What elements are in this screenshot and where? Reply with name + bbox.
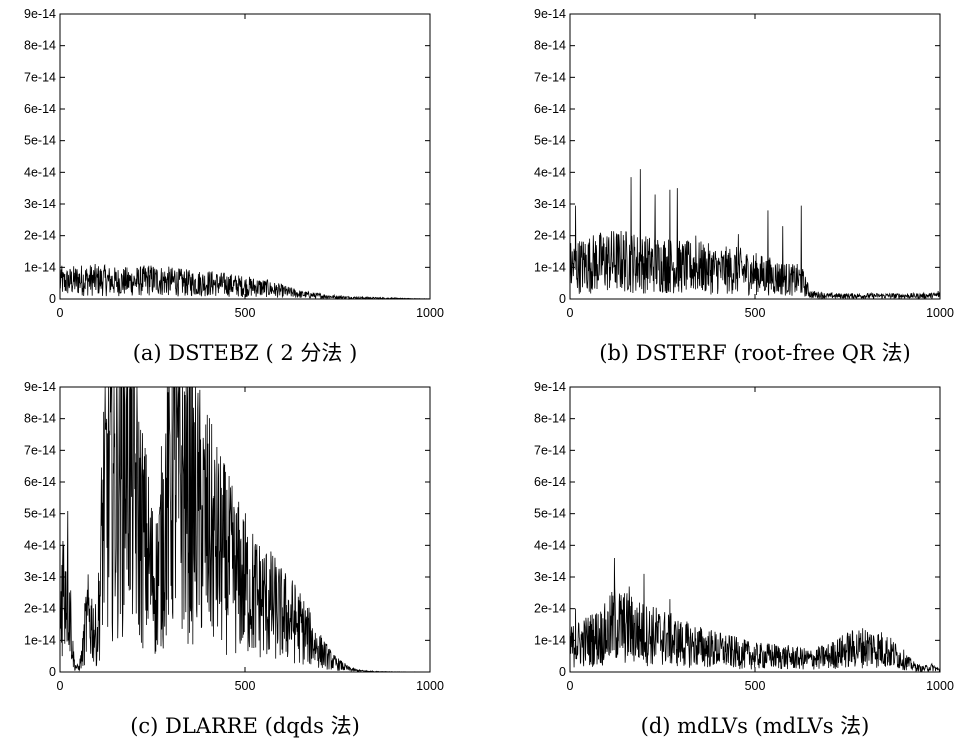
- panel-d: 0 1e-14 2e-14 3e-14 4e-14 5e-14 6e-14 7e-14 8e-1…: [534, 380, 954, 693]
- x-tick-label: 0: [567, 679, 574, 693]
- panel-b: 0 1e-14 2e-14 3e-14 4e-14 5e-14 6e-14 7e-14 8e-1…: [534, 7, 954, 320]
- panel-c-caption: (c) DLARRE (dqds 法): [130, 714, 360, 738]
- panel-a-caption: (a) DSTEBZ ( 2 分法 ): [132, 341, 358, 365]
- x-tick-label: 500: [745, 679, 766, 693]
- y-tick-label: 2e-14: [24, 229, 56, 243]
- y-tick-label: 4e-14: [534, 165, 566, 179]
- y-tick-label: 4e-14: [534, 538, 566, 552]
- panel-b-caption: (b) DSTERF (root-free QR 法): [599, 341, 911, 365]
- y-tick-label: 0: [49, 292, 56, 306]
- x-tick-label: 500: [745, 306, 766, 320]
- y-tick-label: 6e-14: [534, 475, 566, 489]
- y-tick-label: 0: [559, 292, 566, 306]
- panel-a: 0 1e-14 2e-14 3e-14 4e-14 5e-14 6e-14 7e-14 8e-1…: [24, 7, 444, 320]
- y-tick-label: 8e-14: [24, 412, 56, 426]
- y-tick-label: 2e-14: [534, 602, 566, 616]
- y-tick-label: 7e-14: [534, 443, 566, 457]
- series-line: [569, 557, 941, 673]
- x-tick-label: 1000: [416, 679, 444, 693]
- y-tick-label: 9e-14: [534, 7, 566, 21]
- y-tick-label: 2e-14: [534, 229, 566, 243]
- panel-d-caption: (d) mdLVs (mdLVs 法): [640, 714, 870, 738]
- y-tick-label: 9e-14: [24, 7, 56, 21]
- panel-c: 0 1e-14 2e-14 3e-14 4e-14 5e-14 6e-14 7e-14 8e-1…: [24, 380, 444, 693]
- y-tick-label: 3e-14: [534, 570, 566, 584]
- y-tick-label: 4e-14: [24, 165, 56, 179]
- y-tick-label: 3e-14: [24, 570, 56, 584]
- y-tick-label: 6e-14: [24, 475, 56, 489]
- y-tick-label: 4e-14: [24, 538, 56, 552]
- x-tick-label: 0: [57, 306, 64, 320]
- y-tick-label: 5e-14: [24, 134, 56, 148]
- y-tick-label: 8e-14: [24, 39, 56, 53]
- y-tick-label: 2e-14: [24, 602, 56, 616]
- x-tick-label: 1000: [926, 306, 954, 320]
- series-line: [59, 386, 431, 673]
- x-tick-label: 500: [235, 679, 256, 693]
- series-line: [59, 263, 431, 301]
- y-tick-label: 5e-14: [534, 134, 566, 148]
- y-tick-label: 0: [49, 665, 56, 679]
- y-tick-label: 1e-14: [24, 633, 56, 647]
- y-tick-label: 9e-14: [24, 380, 56, 394]
- y-tick-label: 8e-14: [534, 39, 566, 53]
- y-tick-label: 0: [559, 665, 566, 679]
- x-tick-label: 0: [57, 679, 64, 693]
- y-tick-label: 6e-14: [24, 102, 56, 116]
- y-tick-label: 6e-14: [534, 102, 566, 116]
- x-tick-label: 1000: [416, 306, 444, 320]
- y-tick-label: 5e-14: [24, 507, 56, 521]
- x-tick-label: 0: [567, 306, 574, 320]
- y-tick-label: 1e-14: [534, 633, 566, 647]
- y-tick-label: 8e-14: [534, 412, 566, 426]
- y-tick-label: 5e-14: [534, 507, 566, 521]
- y-tick-label: 3e-14: [534, 197, 566, 211]
- y-tick-label: 9e-14: [534, 380, 566, 394]
- series-line: [569, 169, 941, 300]
- y-tick-label: 7e-14: [24, 70, 56, 84]
- y-tick-label: 1e-14: [24, 260, 56, 274]
- y-tick-label: 3e-14: [24, 197, 56, 211]
- y-tick-label: 1e-14: [534, 260, 566, 274]
- plot-frame: [59, 13, 431, 300]
- y-tick-label: 7e-14: [534, 70, 566, 84]
- x-tick-label: 1000: [926, 679, 954, 693]
- x-tick-label: 500: [235, 306, 256, 320]
- y-tick-label: 7e-14: [24, 443, 56, 457]
